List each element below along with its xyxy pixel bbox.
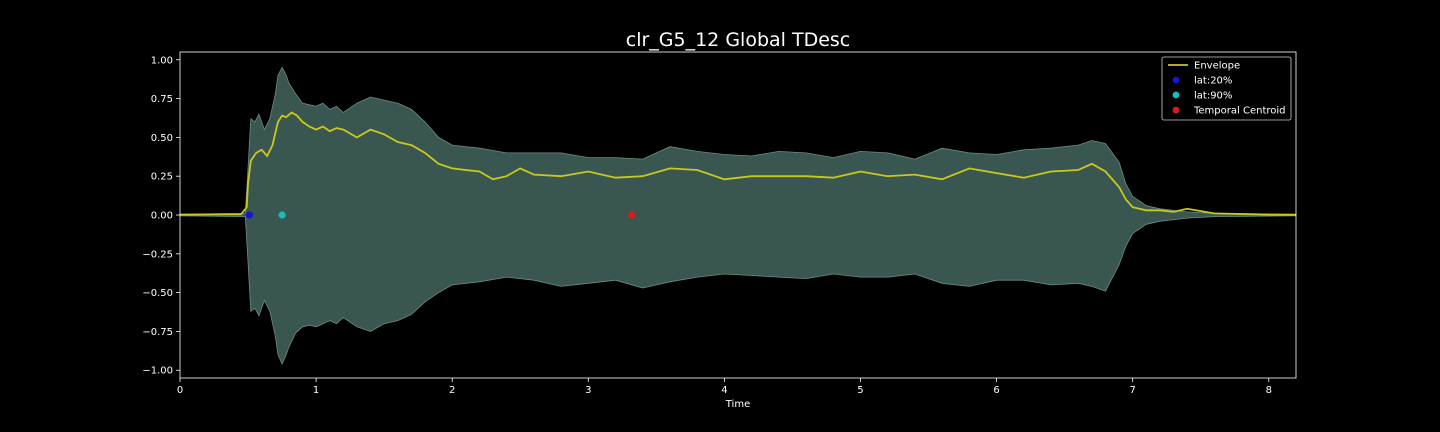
x-tick-label: 5 (857, 385, 863, 396)
plot-area (179, 66, 1297, 365)
x-tick-label: 8 (1266, 385, 1272, 396)
y-axis: 1.00 0.75 0.50 0.25 0.00 −0.25 −0.50 −0.75 −1.00 (142, 55, 180, 377)
lat90-marker (278, 211, 286, 219)
y-tick-label: −0.25 (142, 249, 173, 260)
legend-temporal-centroid-marker-swatch (1172, 106, 1180, 114)
y-tick-label: 0.75 (151, 94, 173, 105)
x-axis: 0 1 2 3 4 5 6 7 8 (177, 378, 1272, 396)
chart-title: clr_G5_12 Global TDesc (626, 29, 850, 51)
legend-label: Temporal Centroid (1193, 106, 1286, 117)
x-tick-label: 1 (313, 385, 319, 396)
y-tick-label: −1.00 (142, 366, 173, 377)
legend-lat90-marker-swatch (1172, 91, 1180, 99)
x-tick-label: 3 (585, 385, 591, 396)
legend-box (1161, 56, 1292, 121)
legend-label: Envelope (1194, 61, 1240, 72)
envelope-line (179, 111, 1297, 216)
x-tick-label: 4 (721, 385, 727, 396)
y-tick-label: 0.00 (151, 211, 173, 222)
y-tick-label: −0.50 (142, 288, 173, 299)
x-axis-label: Time (725, 399, 750, 410)
temporal-centroid-marker (628, 211, 636, 219)
x-tick-label: 2 (449, 385, 455, 396)
y-tick-label: 1.00 (151, 55, 173, 66)
marker-layer (245, 211, 636, 219)
x-tick-label: 7 (1129, 385, 1135, 396)
legend-label: lat:20% (1194, 76, 1232, 87)
y-tick-label: 0.50 (151, 133, 173, 144)
lat20-marker (245, 211, 254, 219)
y-tick-label: −0.75 (142, 327, 173, 338)
x-tick-label: 0 (177, 385, 183, 396)
legend-label: lat:90% (1194, 91, 1232, 102)
legend: Envelope lat:20% lat:90% Temporal Centroid (1161, 56, 1292, 121)
y-tick-label: 0.25 (151, 172, 173, 183)
waveform-area (180, 67, 1296, 364)
legend-lat20-marker-swatch (1172, 76, 1180, 84)
x-tick-label: 6 (993, 385, 999, 396)
